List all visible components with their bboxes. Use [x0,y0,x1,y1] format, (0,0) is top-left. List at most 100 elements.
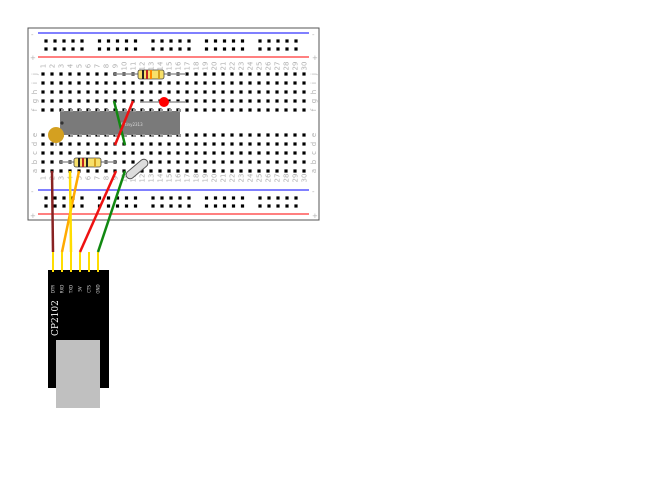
chip-label: ATtiny2313 [120,122,143,127]
chip-pin-top [61,109,64,112]
terminal-hole [248,72,252,76]
terminal-hole [68,81,72,85]
column-label: 10 [121,62,129,71]
terminal-hole [95,169,99,173]
terminal-hole [302,142,306,146]
terminal-hole [302,133,306,137]
terminal-hole [77,151,81,155]
terminal-hole [95,90,99,94]
terminal-hole [212,151,216,155]
rail-hole [178,39,182,43]
chip-pin-top [142,109,145,112]
terminal-hole [41,108,45,112]
terminal-hole [293,99,297,103]
rail-hole [151,204,155,208]
column-label: 17 [184,62,192,71]
terminal-hole [212,133,216,137]
terminal-hole [248,169,252,173]
terminal-hole [77,99,81,103]
rail-hole [151,196,155,200]
terminal-hole [284,72,288,76]
terminal-hole [203,81,207,85]
terminal-hole [149,81,153,85]
rail-hole [187,204,191,208]
terminal-hole [302,72,306,76]
rail-hole [80,196,84,200]
rail-hole [178,204,182,208]
row-label-left: d [31,142,39,146]
resistor-top-band-3 [150,70,152,79]
terminal-hole [266,108,270,112]
terminal-hole [86,151,90,155]
terminal-hole [284,108,288,112]
rail-hole [53,39,57,43]
terminal-hole [284,151,288,155]
rail-hole [71,204,75,208]
terminal-hole [257,160,261,164]
rail-hole [285,39,289,43]
chip-pin-top [151,109,154,112]
row-label-left: e [31,133,39,137]
terminal-hole [95,99,99,103]
chip-pin-bottom [142,134,145,137]
rail-hole [169,204,173,208]
terminal-hole [239,169,243,173]
chip-pin-top [88,109,91,112]
terminal-hole [50,99,54,103]
terminal-hole [221,151,225,155]
rail-hole [62,204,66,208]
rail-hole [267,47,271,51]
terminal-hole [203,90,207,94]
terminal-hole [212,169,216,173]
terminal-hole [284,90,288,94]
column-label: 11 [130,62,138,71]
rail-hole [213,204,218,208]
resistor-bottom-band-3 [86,158,88,167]
terminal-hole [167,142,171,146]
terminal-hole [266,99,270,103]
column-label: 18 [193,174,201,183]
terminal-hole [293,169,297,173]
terminal-hole [59,169,63,173]
rail-hole [106,39,111,43]
rail-hole [115,39,120,43]
column-label: 15 [166,62,174,71]
resistor-bottom-band-1 [78,158,80,167]
terminal-hole [203,72,207,76]
rail-hole [151,39,155,43]
column-label: 21 [220,62,228,71]
usb-adapter: CP2102 DTR RXD TXD 5V CTS GND [48,252,109,408]
terminal-hole [284,142,288,146]
terminal-hole [221,133,225,137]
terminal-hole [257,90,261,94]
rail-minus-tr: - [312,31,315,39]
rail-hole [213,39,218,43]
terminal-hole [266,90,270,94]
column-label: 6 [85,175,93,180]
rail-hole [258,39,262,43]
rail-minus-bl: - [31,188,34,196]
rail-plus-bl: + [30,212,36,220]
terminal-hole [149,160,153,164]
terminal-hole [212,160,216,164]
terminal-hole [185,169,189,173]
column-label: 25 [256,62,264,71]
rail-hole [133,39,138,43]
chip-pin-bottom [97,134,100,137]
rail-hole [294,39,298,43]
rail-hole [187,196,191,200]
chip-pin-bottom [106,134,109,137]
terminal-hole [158,151,162,155]
rail-hole [258,196,262,200]
terminal-hole [284,133,288,137]
terminal-hole [149,90,153,94]
terminal-hole [176,99,180,103]
column-label: 30 [301,62,309,71]
adapter-pin-label: RXD [60,285,65,294]
terminal-hole [257,142,261,146]
terminal-hole [149,169,153,173]
column-labels-top: 1 2 3 4 5 6 7 8 9 10 11 12 13 14 15 16 17 18 19 20 21 22 23 24 2… [40,61,309,70]
rail-hole [97,39,102,43]
column-label: 24 [247,173,255,182]
